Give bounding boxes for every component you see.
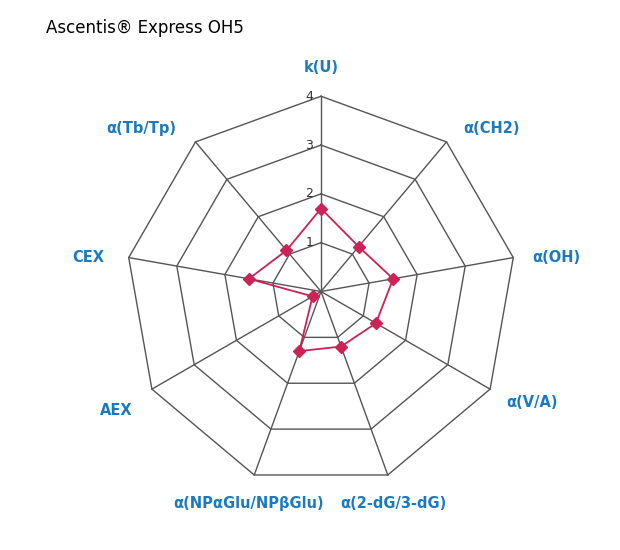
Text: α(CH2): α(CH2) xyxy=(463,120,520,136)
Text: Ascentis® Express OH5: Ascentis® Express OH5 xyxy=(46,19,244,37)
Text: α(2-dG/3-dG): α(2-dG/3-dG) xyxy=(340,496,446,511)
Text: α(Tb/Tp): α(Tb/Tp) xyxy=(106,120,176,136)
Text: CEX: CEX xyxy=(72,250,104,265)
Text: α(NPαGlu/NPβGlu): α(NPαGlu/NPβGlu) xyxy=(174,496,324,511)
Text: 1: 1 xyxy=(306,236,313,249)
Text: 4: 4 xyxy=(306,90,313,103)
Text: α(V/A): α(V/A) xyxy=(507,395,558,410)
Text: AEX: AEX xyxy=(100,403,133,418)
Text: 2: 2 xyxy=(306,188,313,200)
Text: 3: 3 xyxy=(306,139,313,152)
Text: α(OH): α(OH) xyxy=(533,250,581,265)
Text: k(U): k(U) xyxy=(304,60,339,75)
